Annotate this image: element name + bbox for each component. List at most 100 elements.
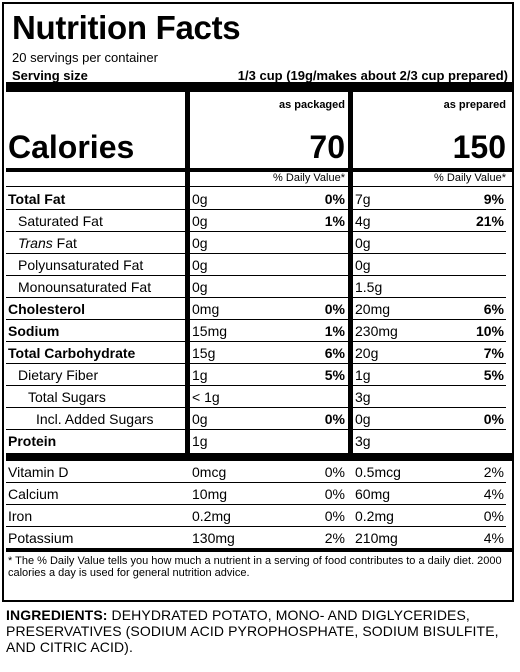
- nutrient-amount-prepared: 7g: [355, 191, 371, 207]
- nutrient-name: Total Carbohydrate: [8, 345, 136, 361]
- nutrient-amount-prepared: 4g: [355, 213, 371, 229]
- nutrient-dv-packaged: 0%: [324, 191, 345, 207]
- nutrient-separator: [6, 385, 506, 386]
- nutrient-row: Cholesterol 0mg 0% 20mg 6%: [6, 298, 506, 320]
- vitamin-separator: [6, 526, 506, 527]
- vitamin-row: Calcium 10mg 0% 60mg 4%: [6, 483, 506, 505]
- nutrient-amount-packaged: 0g: [192, 213, 208, 229]
- nutrient-dv-prepared: 9%: [483, 191, 504, 207]
- vitamin-name: Potassium: [8, 530, 74, 546]
- nutrient-row: Dietary Fiber 1g 5% 1g 5%: [6, 364, 506, 386]
- ingredients-text: DEHYDRATED POTATO, MONO- AND DIGLYCERIDE…: [6, 607, 499, 655]
- vitamin-dv-packaged: 0%: [324, 464, 345, 480]
- vitamin-amount-packaged: 10mg: [192, 486, 228, 502]
- nutrient-row: Total Carbohydrate 15g 6% 20g 7%: [6, 342, 506, 364]
- nutrient-name: Dietary Fiber: [18, 367, 99, 383]
- nutrient-dv-packaged: 6%: [324, 345, 345, 361]
- nutrient-separator: [6, 209, 506, 210]
- vitamin-divider: [6, 453, 514, 461]
- nutrient-amount-prepared: 0g: [355, 257, 371, 273]
- nutrient-row: Total Fat 0g 0% 7g 9%: [6, 188, 506, 210]
- vitamin-amount-prepared: 0.5mcg: [355, 464, 401, 480]
- nutrient-separator: [6, 231, 506, 232]
- nutrient-amount-packaged: 15mg: [192, 323, 228, 339]
- calories-packaged: 70: [309, 129, 345, 165]
- vitamin-row: Iron 0.2mg 0% 0.2mg 0%: [6, 505, 506, 527]
- nutrient-name: Saturated Fat: [18, 213, 103, 229]
- nutrient-dv-packaged: 0%: [324, 411, 345, 427]
- nutrient-row: Total Sugars < 1g 3g: [6, 386, 506, 408]
- col-head-packaged: as packaged: [278, 99, 345, 111]
- dv-head-packaged: % Daily Value*: [273, 172, 345, 184]
- nutrient-amount-prepared: 20mg: [355, 301, 391, 317]
- serving-size-value: 1/3 cup (19g/makes about 2/3 cup prepare…: [237, 68, 508, 83]
- label-title: Nutrition Facts: [12, 9, 241, 46]
- nutrient-amount-packaged: 1g: [192, 367, 208, 383]
- nutrient-amount-packaged: 1g: [192, 433, 208, 449]
- nutrient-row: Sodium 15mg 1% 230mg 10%: [6, 320, 506, 342]
- nutrient-name: Total Fat: [8, 191, 66, 207]
- nutrient-separator: [6, 407, 506, 408]
- vitamin-amount-packaged: 0mcg: [192, 464, 227, 480]
- nutrient-dv-packaged: 1%: [324, 213, 345, 229]
- nutrient-amount-packaged: 0g: [192, 257, 208, 273]
- nutrient-name: Protein: [8, 433, 57, 449]
- vitamin-name: Calcium: [8, 486, 59, 502]
- vitamin-amount-prepared: 60mg: [355, 486, 391, 502]
- nutrient-amount-prepared: 20g: [355, 345, 379, 361]
- column-divider-2: [348, 92, 353, 454]
- nutrient-amount-packaged: 0g: [192, 235, 208, 251]
- nutrient-amount-packaged: 0g: [192, 411, 208, 427]
- vitamin-dv-prepared: 2%: [483, 464, 504, 480]
- nutrient-name: Polyunsaturated Fat: [18, 257, 144, 273]
- column-divider-1: [185, 92, 190, 454]
- nutrient-amount-packaged: 0g: [192, 191, 208, 207]
- nutrient-amount-packaged: 15g: [192, 345, 216, 361]
- nutrient-amount-prepared: 1.5g: [355, 279, 383, 295]
- vitamin-amount-prepared: 210mg: [355, 530, 398, 546]
- footnote: * The % Daily Value tells you how much a…: [8, 555, 502, 579]
- vitamin-separator: [6, 482, 506, 483]
- serving-size-row: Serving size 1/3 cup (19g/makes about 2/…: [12, 67, 508, 85]
- dv-divider: [6, 186, 514, 187]
- nutrient-amount-prepared: 1g: [355, 367, 371, 383]
- vitamin-row: Vitamin D 0mcg 0% 0.5mcg 2%: [6, 461, 506, 483]
- vitamin-dv-packaged: 0%: [324, 508, 345, 524]
- nutrient-separator: [6, 297, 506, 298]
- nutrient-name: Cholesterol: [8, 301, 86, 317]
- nutrient-row: Protein 1g 3g: [6, 430, 506, 452]
- nutrient-amount-packaged: < 1g: [192, 389, 220, 405]
- nutrient-dv-packaged: 1%: [324, 323, 345, 339]
- nutrient-name: Sodium: [8, 323, 60, 339]
- serving-size-label: Serving size: [12, 68, 88, 83]
- nutrient-dv-packaged: 5%: [324, 367, 345, 383]
- nutrient-amount-packaged: 0g: [192, 279, 208, 295]
- ingredients-statement: INGREDIENTS: DEHYDRATED POTATO, MONO- AN…: [6, 607, 514, 655]
- vitamin-name: Vitamin D: [8, 464, 69, 480]
- nutrient-name: Trans Fat: [18, 235, 77, 251]
- nutrient-dv-prepared: 0%: [483, 411, 504, 427]
- calories-label: Calories: [8, 129, 135, 165]
- nutrient-amount-prepared: 3g: [355, 389, 371, 405]
- nutrient-amount-prepared: 0g: [355, 411, 371, 427]
- nutrient-row: Saturated Fat 0g 1% 4g 21%: [6, 210, 506, 232]
- nutrient-separator: [6, 341, 506, 342]
- vitamin-dv-packaged: 0%: [324, 486, 345, 502]
- nutrient-separator: [6, 275, 506, 276]
- calories-prepared: 150: [452, 129, 506, 165]
- nutrient-separator: [6, 319, 506, 320]
- vitamin-dv-prepared: 0%: [483, 508, 504, 524]
- col-head-prepared: as prepared: [443, 99, 506, 111]
- vitamin-amount-packaged: 0.2mg: [192, 508, 231, 524]
- vitamin-dv-prepared: 4%: [483, 530, 504, 546]
- dv-head-prepared: % Daily Value*: [434, 172, 506, 184]
- nutrient-row: Trans Fat 0g 0g: [6, 232, 506, 254]
- nutrient-name: Monounsaturated Fat: [18, 279, 152, 295]
- footnote-divider: [6, 548, 514, 552]
- nutrient-amount-prepared: 3g: [355, 433, 371, 449]
- nutrient-amount-prepared: 0g: [355, 235, 371, 251]
- thick-divider: [6, 82, 514, 92]
- ingredients-heading: INGREDIENTS:: [6, 607, 108, 623]
- nutrient-separator: [6, 429, 506, 430]
- nutrient-dv-prepared: 5%: [483, 367, 504, 383]
